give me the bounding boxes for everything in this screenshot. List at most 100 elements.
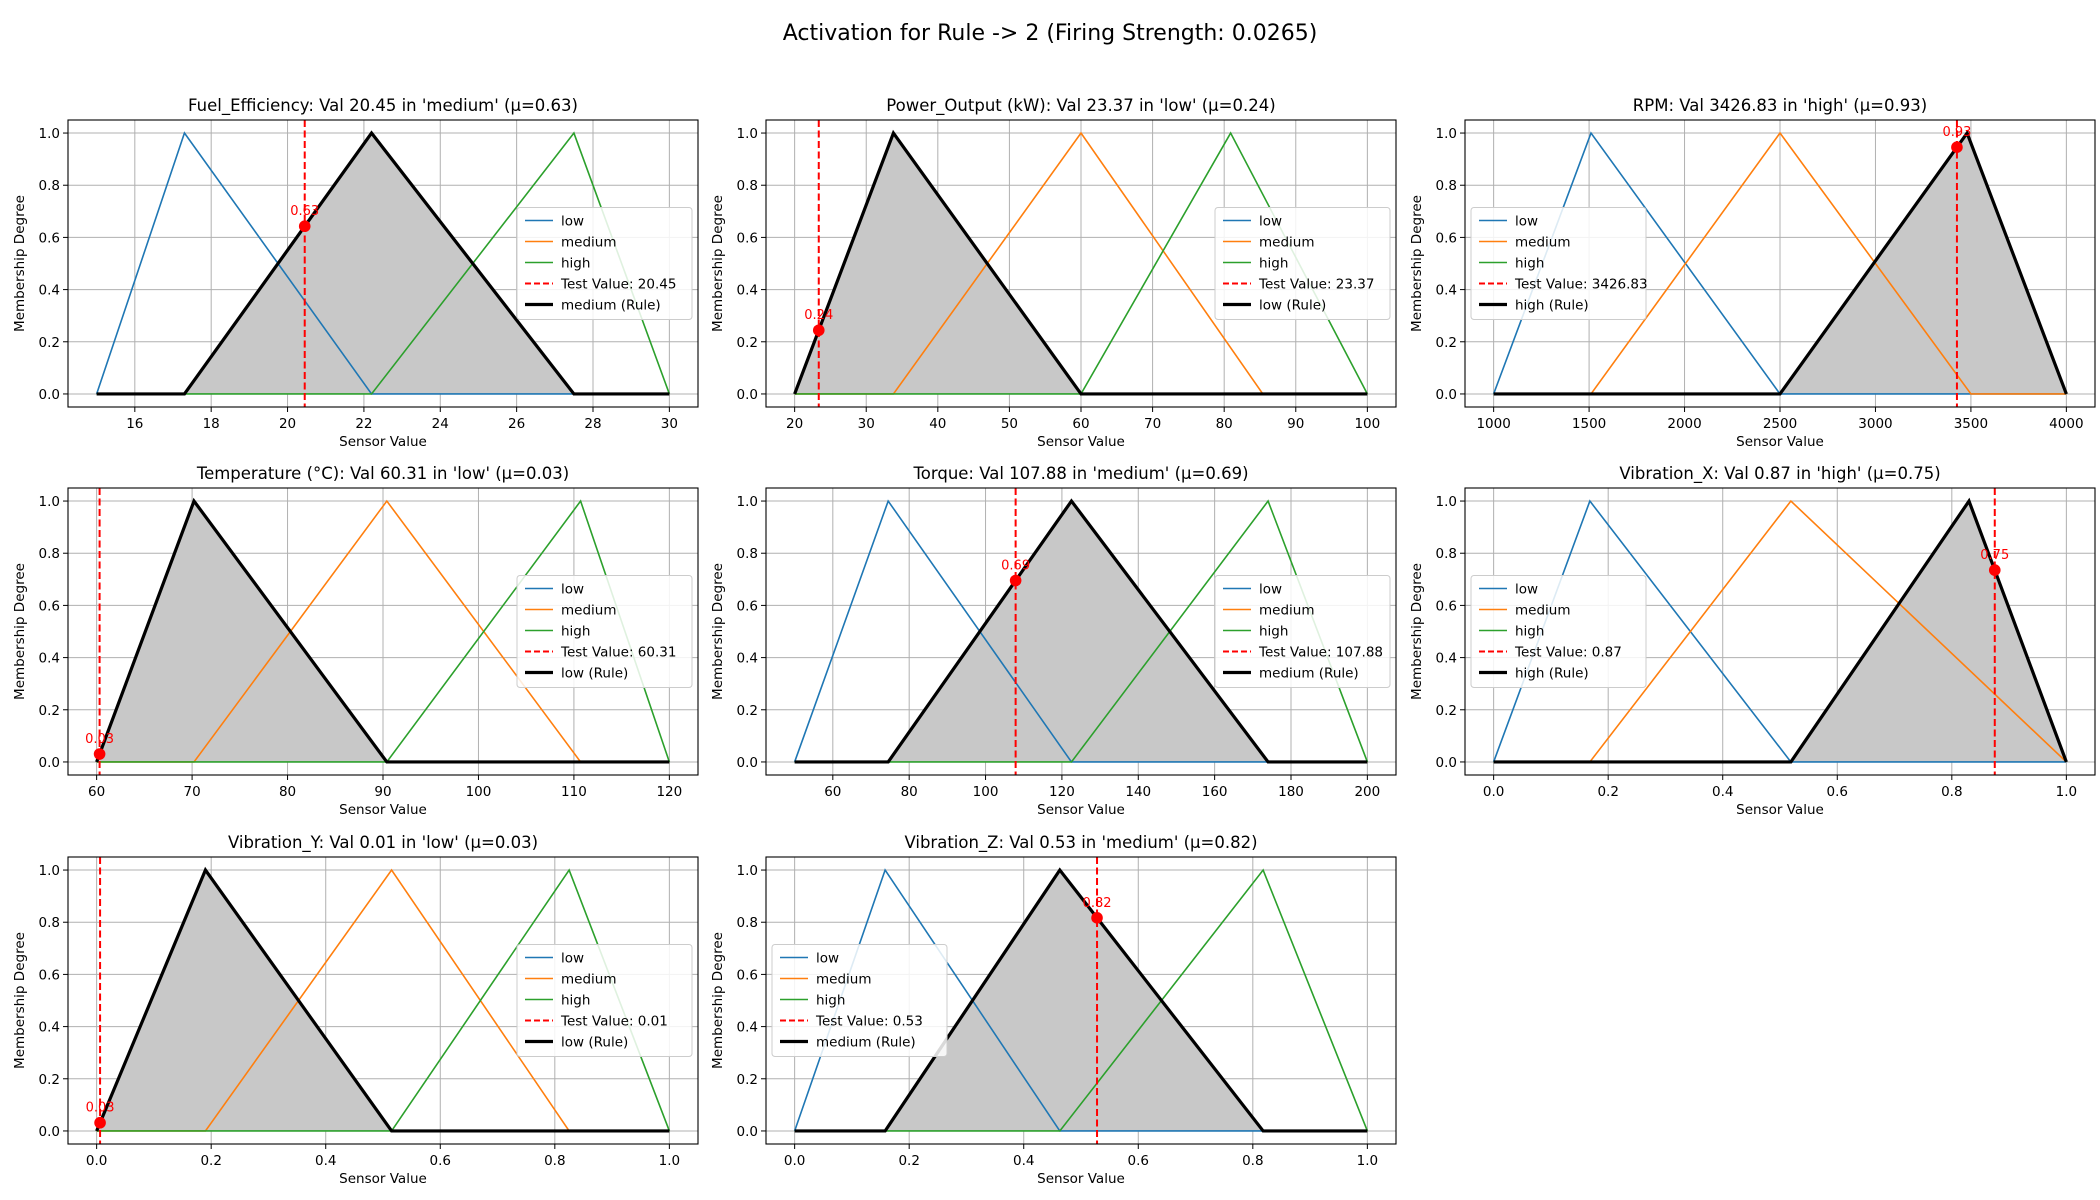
- y-tick-label: 0.4: [39, 651, 60, 667]
- y-tick-label: 0.4: [1436, 651, 1457, 667]
- rule-area-fill: [794, 133, 1368, 394]
- y-tick-label: 0.4: [737, 1020, 758, 1036]
- x-tick-label: 0.0: [86, 1153, 107, 1169]
- legend: low medium high Test Value: 0.53 medium (Rul…: [771, 944, 948, 1057]
- y-tick-label: 0.8: [737, 546, 758, 562]
- membership-point: [812, 324, 825, 337]
- y-tick-label: 0.8: [1436, 178, 1457, 194]
- y-tick-label: 0.2: [737, 1072, 758, 1088]
- y-tick-label: 1.0: [39, 126, 60, 142]
- legend-label: Test Value: 107.88: [1258, 645, 1383, 661]
- legend-label: low: [561, 582, 584, 598]
- x-tick-label: 60: [824, 784, 841, 800]
- legend-label: low (Rule): [1259, 298, 1326, 314]
- legend-label: medium (Rule): [561, 298, 661, 314]
- y-axis-label: Membership Degree: [710, 195, 726, 332]
- rule-line: [794, 867, 1368, 1133]
- rule-line: [95, 866, 670, 1133]
- x-tick-label: 0.0: [784, 1153, 805, 1169]
- legend-label: medium (Rule): [1259, 666, 1359, 682]
- axes-frame: [67, 856, 699, 1145]
- subplot-1: Fuel_Efficiency: Val 20.45 in 'medium' (…: [12, 96, 699, 450]
- x-axis-label: Sensor Value: [339, 802, 427, 818]
- x-tick-label: 0.4: [1712, 784, 1733, 800]
- subplot-title: Fuel_Efficiency: Val 20.45 in 'medium' (…: [188, 96, 578, 116]
- y-axis-label: Membership Degree: [710, 563, 726, 700]
- plot-area: [793, 120, 1369, 407]
- subplot-3: RPM: Val 3426.83 in 'high' (μ=0.93) 0.93 1…: [1409, 96, 2096, 450]
- x-tick-label: 90: [1287, 416, 1304, 432]
- y-tick-label: 0.6: [737, 967, 758, 983]
- axes-frame: [765, 487, 1397, 776]
- legend-label: high (Rule): [1515, 666, 1589, 682]
- rule-line: [96, 130, 670, 396]
- legend-label: medium: [561, 235, 616, 251]
- legend-box: [1214, 207, 1391, 320]
- y-tick-label: 0.8: [39, 546, 60, 562]
- legend-label: low (Rule): [561, 1035, 628, 1051]
- subplot-8: Vibration_Z: Val 0.53 in 'medium' (μ=0.8…: [710, 833, 1397, 1187]
- legend-label: high: [1515, 624, 1544, 640]
- y-tick-label: 0.2: [39, 335, 60, 351]
- legend-label: medium: [1259, 235, 1314, 251]
- y-tick-label: 0.0: [1436, 387, 1457, 403]
- x-tick-label: 1000: [1476, 416, 1510, 432]
- x-tick-label: 0.6: [1827, 784, 1848, 800]
- subplot-4: Temperature (°C): Val 60.31 in 'low' (μ=…: [12, 464, 699, 818]
- legend-label: Test Value: 0.01: [560, 1014, 668, 1030]
- x-tick-label: 0.6: [430, 1153, 451, 1169]
- y-tick-label: 0.0: [39, 755, 60, 771]
- y-tick-label: 0.0: [737, 755, 758, 771]
- legend-label: medium: [1259, 603, 1314, 619]
- plot-area: [95, 120, 671, 407]
- y-tick-label: 0.8: [39, 915, 60, 931]
- x-tick-label: 180: [1278, 784, 1304, 800]
- x-tick-label: 140: [1125, 784, 1151, 800]
- x-tick-label: 20: [786, 416, 803, 432]
- membership-point-label: 0.69: [1001, 559, 1030, 574]
- y-tick-label: 1.0: [39, 863, 60, 879]
- legend-label: medium: [816, 972, 871, 988]
- y-axis-label: Membership Degree: [12, 932, 28, 1069]
- legend-label: low (Rule): [561, 666, 628, 682]
- membership-point-label: 0.63: [290, 204, 319, 219]
- y-axis-label: Membership Degree: [12, 563, 28, 700]
- x-tick-label: 0.0: [1483, 784, 1504, 800]
- legend: low medium high Test Value: 60.31 low (Rule): [516, 575, 693, 688]
- legend-label: low: [1515, 582, 1538, 598]
- membership-point-label: 0.03: [86, 1101, 115, 1116]
- legend-label: high: [561, 256, 590, 272]
- x-tick-label: 120: [656, 784, 682, 800]
- y-tick-label: 0.2: [737, 335, 758, 351]
- membership-point: [1091, 912, 1103, 924]
- x-tick-label: 1.0: [1357, 1153, 1378, 1169]
- plot-area: [1492, 488, 2068, 775]
- y-tick-label: 0.0: [1436, 755, 1457, 771]
- rule-line: [793, 129, 1368, 396]
- legend-label: high: [1515, 256, 1544, 272]
- x-tick-label: 0.8: [544, 1153, 565, 1169]
- y-tick-label: 0.0: [737, 387, 758, 403]
- legend-label: medium: [1515, 235, 1570, 251]
- y-tick-label: 1.0: [737, 126, 758, 142]
- x-tick-label: 200: [1354, 784, 1380, 800]
- y-tick-label: 0.4: [737, 651, 758, 667]
- legend-box: [771, 944, 948, 1057]
- figure-suptitle: Activation for Rule -> 2 (Firing Strengt…: [783, 21, 1318, 46]
- y-axis-label: Membership Degree: [12, 195, 28, 332]
- x-tick-label: 1.0: [659, 1153, 680, 1169]
- legend: low medium high Test Value: 0.87 high (Rule): [1470, 575, 1647, 688]
- x-tick-label: 0.8: [1941, 784, 1962, 800]
- legend-label: low: [561, 214, 584, 230]
- subplot-title: Torque: Val 107.88 in 'medium' (μ=0.69): [912, 464, 1248, 483]
- y-tick-label: 0.8: [1436, 546, 1457, 562]
- y-tick-label: 1.0: [737, 863, 758, 879]
- y-axis-label: Membership Degree: [710, 932, 726, 1069]
- x-tick-label: 0.6: [1128, 1153, 1149, 1169]
- x-axis-label: Sensor Value: [1736, 434, 1824, 450]
- subplot-6: Vibration_X: Val 0.87 in 'high' (μ=0.75)…: [1409, 464, 2096, 818]
- legend-label: medium: [561, 972, 616, 988]
- membership-point: [298, 220, 311, 233]
- x-tick-label: 1.0: [2056, 784, 2077, 800]
